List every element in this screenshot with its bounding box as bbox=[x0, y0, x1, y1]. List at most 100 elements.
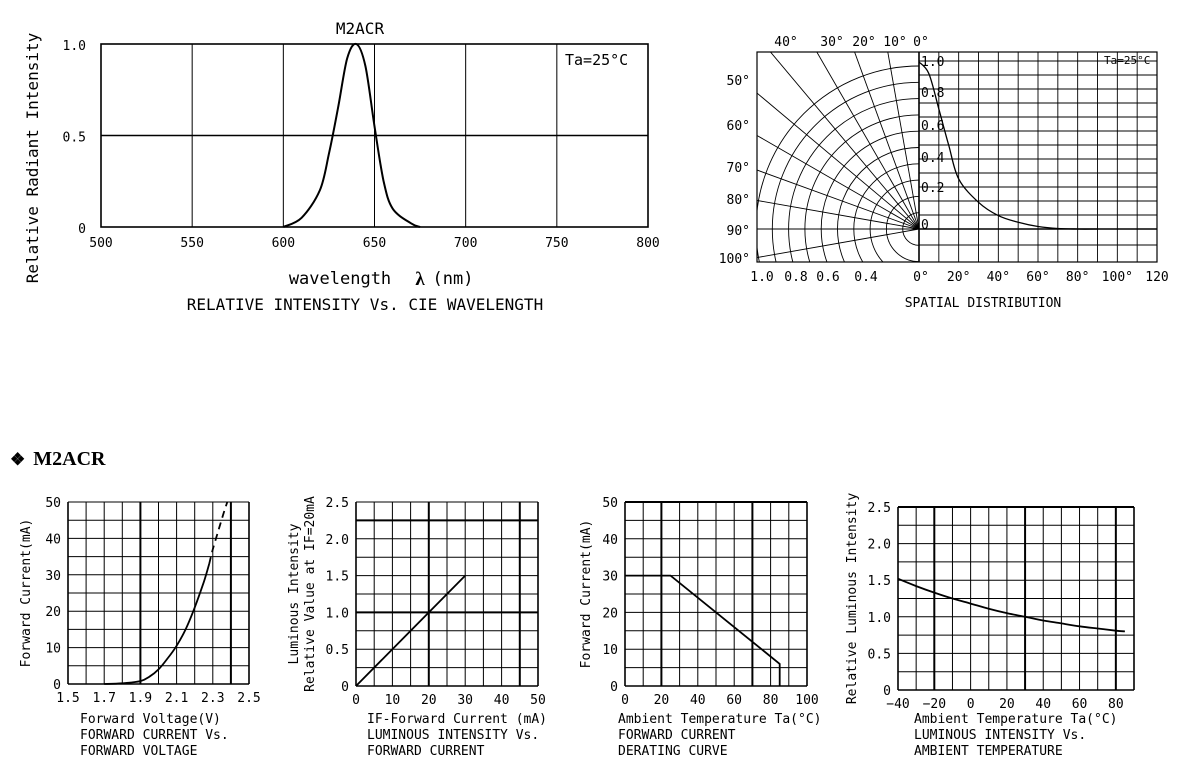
spatial-x-tick-label: 80° bbox=[1066, 270, 1089, 285]
spectrum-x-tick-label: 650 bbox=[363, 236, 386, 251]
lum-current-y-axis-label: Luminous Intensity bbox=[287, 523, 302, 664]
lambda-symbol: λ bbox=[415, 269, 425, 290]
spatial-angle-ray bbox=[769, 52, 919, 230]
iv-y-tick-label: 50 bbox=[45, 496, 61, 511]
spectrum-y-tick-label: 1.0 bbox=[63, 39, 86, 54]
spatial-radial-label: 0.6 bbox=[816, 270, 839, 285]
diamond-bullet-icon: ❖ bbox=[10, 450, 26, 469]
spatial-y-tick-label: 1.0 bbox=[921, 55, 944, 70]
lum-temp-y-tick-label: 0.5 bbox=[868, 647, 891, 662]
spatial-chart: 40° 30° 20° 10° 0°50°60°70°80°90°100°1.0 0.8 0… bbox=[719, 35, 1169, 311]
spatial-angle-ray bbox=[757, 92, 919, 230]
lum-current-y-tick-label: 0 bbox=[341, 680, 349, 695]
spatial-angle-ray bbox=[757, 228, 919, 259]
spatial-plot-frame bbox=[756, 51, 1158, 263]
iv-y-tick-label: 0 bbox=[53, 678, 61, 693]
spatial-angle-ray bbox=[816, 52, 919, 230]
section-heading: ❖ M2ACR bbox=[10, 448, 105, 471]
iv-caption: FORWARD VOLTAGE bbox=[80, 744, 197, 759]
lum-current-x-tick-label: 0 bbox=[352, 693, 360, 708]
iv-x-axis-label: Forward Voltage(V) bbox=[80, 712, 221, 727]
iv-x-tick-label: 2.5 bbox=[237, 691, 260, 706]
spatial-angle-ray bbox=[757, 134, 919, 230]
lum-current-y-tick-label: 2.0 bbox=[326, 533, 349, 548]
lum-temp-x-axis-label: Ambient Temperature Ta(°C) bbox=[914, 712, 1118, 727]
lum-current-y-tick-label: 1.0 bbox=[326, 606, 349, 621]
iv-y-tick-label: 30 bbox=[45, 569, 61, 584]
spatial-angle-label-left: 80° bbox=[727, 193, 750, 208]
lum-current-caption: LUMINOUS INTENSITY Vs. bbox=[367, 728, 539, 743]
iv-x-tick-label: 2.3 bbox=[201, 691, 224, 706]
spatial-annotation: Ta=25°C bbox=[1104, 54, 1150, 67]
lum-temp-y-tick-label: 0 bbox=[883, 684, 891, 699]
spatial-x-tick-label: 120 bbox=[1145, 270, 1168, 285]
spatial-series-line bbox=[918, 61, 1098, 230]
iv-chart: 1.5 1.7 1.9 2.1 2.3 2.5 0 10 20 30 40 50 Forward Cur… bbox=[19, 496, 261, 759]
lum-temp-x-tick-label: 20 bbox=[999, 697, 1015, 712]
lum-current-y-tick-label: 2.5 bbox=[326, 496, 349, 511]
spectrum-x-axis-unit: (nm) bbox=[433, 269, 474, 289]
spectrum-x-tick-label: 600 bbox=[272, 236, 295, 251]
spectrum-title: M2ACR bbox=[336, 19, 385, 38]
spectrum-x-tick-label: 800 bbox=[636, 236, 659, 251]
lum-temp-chart: −40 −20 0 20 40 60 80 0 0.5 1.0 1.5 2.0 2.5 Relative … bbox=[845, 493, 1135, 759]
derating-y-axis-label: Forward Current(mA) bbox=[579, 520, 594, 669]
spatial-caption: SPATIAL DISTRIBUTION bbox=[905, 296, 1062, 311]
derating-x-tick-label: 40 bbox=[690, 693, 706, 708]
lum-current-x-axis-label: IF-Forward Current (mA) bbox=[367, 712, 547, 727]
lum-temp-x-tick-label: 80 bbox=[1108, 697, 1124, 712]
lum-current-series-line bbox=[355, 574, 466, 687]
spatial-angle-label-left: 90° bbox=[727, 224, 750, 239]
lum-current-x-tick-label: 10 bbox=[385, 693, 401, 708]
iv-series-line bbox=[104, 563, 211, 685]
derating-y-tick-label: 0 bbox=[610, 680, 618, 695]
spectrum-x-tick-label: 700 bbox=[454, 236, 477, 251]
iv-x-tick-label: 1.7 bbox=[92, 691, 115, 706]
spatial-y-tick-label: 0.8 bbox=[921, 86, 944, 101]
lum-temp-x-tick-label: −20 bbox=[923, 697, 946, 712]
iv-y-axis-label: Forward Current(mA) bbox=[19, 519, 34, 668]
spatial-angle-ray bbox=[854, 52, 919, 230]
spatial-x-tick-label: 0° bbox=[913, 270, 929, 285]
spatial-y-tick-label: 0.6 bbox=[921, 119, 944, 134]
spatial-radial-label: 0.4 bbox=[854, 270, 878, 285]
derating-y-tick-label: 50 bbox=[602, 496, 618, 511]
iv-series-line bbox=[208, 501, 229, 565]
lum-current-x-tick-label: 40 bbox=[494, 693, 510, 708]
iv-x-tick-label: 2.1 bbox=[165, 691, 188, 706]
lum-current-x-tick-label: 20 bbox=[421, 693, 437, 708]
lum-temp-y-tick-label: 2.0 bbox=[868, 538, 891, 553]
spatial-angle-label-top: 0° bbox=[913, 35, 929, 50]
derating-y-tick-label: 40 bbox=[602, 533, 618, 548]
lum-temp-caption: AMBIENT TEMPERATURE bbox=[914, 744, 1063, 759]
lum-temp-x-tick-label: −40 bbox=[886, 697, 909, 712]
derating-x-tick-label: 80 bbox=[763, 693, 779, 708]
spectrum-y-axis-label: Relative Radiant Intensity bbox=[23, 32, 42, 283]
lum-temp-series-line bbox=[897, 577, 1125, 633]
lum-current-caption: FORWARD CURRENT bbox=[367, 744, 485, 759]
derating-x-tick-label: 60 bbox=[726, 693, 742, 708]
spectrum-series-line bbox=[282, 42, 421, 228]
spatial-radial-label: 1.0 bbox=[750, 270, 773, 285]
lum-temp-caption: LUMINOUS INTENSITY Vs. bbox=[914, 728, 1086, 743]
lum-temp-y-tick-label: 1.0 bbox=[868, 611, 891, 626]
spatial-x-tick-label: 60° bbox=[1026, 270, 1049, 285]
iv-caption: FORWARD CURRENT Vs. bbox=[80, 728, 229, 743]
iv-y-tick-label: 40 bbox=[45, 532, 61, 547]
spatial-angle-label-top: 40° bbox=[774, 35, 797, 50]
iv-x-tick-label: 1.9 bbox=[129, 691, 152, 706]
spectrum-y-tick-label: 0 bbox=[78, 222, 86, 237]
spatial-y-tick-label: 0.4 bbox=[921, 151, 945, 166]
section-title: M2ACR bbox=[33, 448, 106, 470]
derating-caption: DERATING CURVE bbox=[618, 744, 728, 759]
derating-chart: 0 20 40 60 80 100 0 10 20 30 40 50 Forward Current(m… bbox=[579, 496, 822, 759]
spatial-radial-label: 0.8 bbox=[784, 270, 807, 285]
spatial-angle-label-top: 10° bbox=[883, 35, 906, 50]
spectrum-x-tick-label: 500 bbox=[89, 236, 112, 251]
spatial-angle-label-top: 20° bbox=[852, 35, 875, 50]
derating-series-line bbox=[625, 574, 781, 686]
spatial-angle-label-left: 70° bbox=[727, 161, 750, 176]
lum-current-y-tick-label: 1.5 bbox=[326, 570, 349, 585]
spectrum-x-tick-label: 550 bbox=[180, 236, 203, 251]
iv-x-tick-label: 1.5 bbox=[56, 691, 79, 706]
